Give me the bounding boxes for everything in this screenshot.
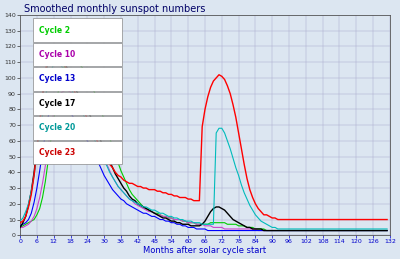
FancyBboxPatch shape xyxy=(33,43,122,66)
Text: Smoothed monthly sunspot numbers: Smoothed monthly sunspot numbers xyxy=(24,4,205,14)
X-axis label: Months after solar cycle start: Months after solar cycle start xyxy=(144,246,266,255)
FancyBboxPatch shape xyxy=(33,141,122,164)
Text: Cycle 2: Cycle 2 xyxy=(38,26,70,34)
FancyBboxPatch shape xyxy=(33,18,122,42)
FancyBboxPatch shape xyxy=(33,67,122,91)
FancyBboxPatch shape xyxy=(33,116,122,140)
Text: Cycle 17: Cycle 17 xyxy=(38,99,75,108)
FancyBboxPatch shape xyxy=(33,92,122,115)
Text: Cycle 10: Cycle 10 xyxy=(38,50,75,59)
Text: Cycle 13: Cycle 13 xyxy=(38,74,75,83)
Text: Cycle 20: Cycle 20 xyxy=(38,123,75,132)
Text: Cycle 23: Cycle 23 xyxy=(38,148,75,157)
